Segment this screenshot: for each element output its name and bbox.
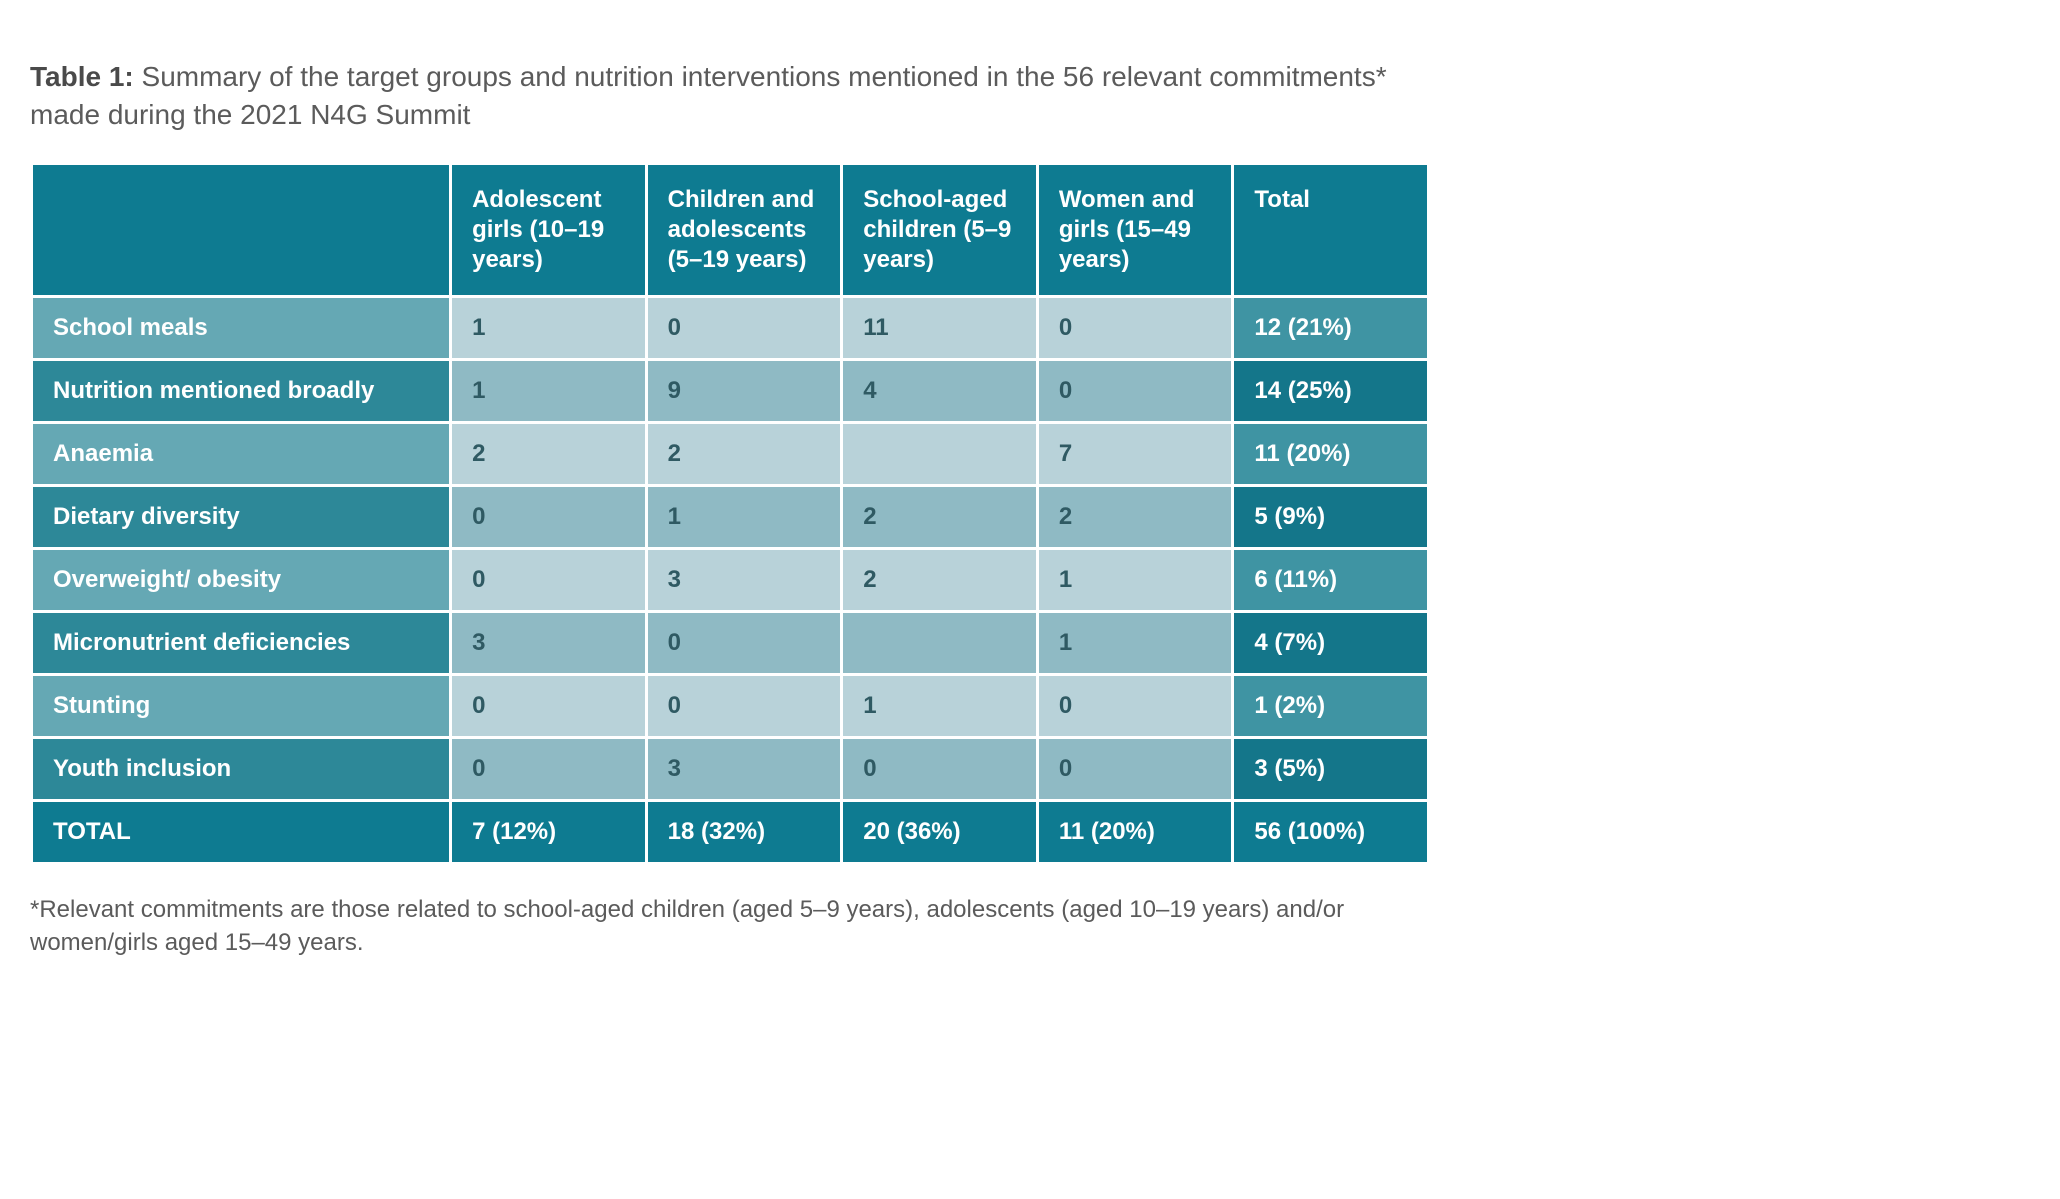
- table-cell: 0: [1037, 296, 1233, 359]
- table-caption-text: Summary of the target groups and nutriti…: [30, 61, 1387, 130]
- table-row: Stunting00101 (2%): [32, 674, 1429, 737]
- table-cell: 3: [646, 737, 842, 800]
- footer-cell: 7 (12%): [451, 800, 647, 863]
- table-caption: Table 1: Summary of the target groups an…: [30, 58, 1410, 134]
- row-total: 4 (7%): [1233, 611, 1429, 674]
- table-cell: 0: [646, 611, 842, 674]
- col-header: Children and adolescents (5–19 years): [646, 163, 842, 296]
- table-row: Dietary diversity01225 (9%): [32, 485, 1429, 548]
- row-total: 12 (21%): [1233, 296, 1429, 359]
- table-cell: 0: [451, 548, 647, 611]
- table-cell: 1: [1037, 548, 1233, 611]
- row-total: 1 (2%): [1233, 674, 1429, 737]
- row-total: 11 (20%): [1233, 422, 1429, 485]
- table-row: Nutrition mentioned broadly194014 (25%): [32, 359, 1429, 422]
- table-cell: 1: [1037, 611, 1233, 674]
- row-label: Nutrition mentioned broadly: [32, 359, 451, 422]
- table-cell: 2: [1037, 485, 1233, 548]
- table-footer-row: TOTAL 7 (12%) 18 (32%) 20 (36%) 11 (20%)…: [32, 800, 1429, 863]
- table-cell: 0: [646, 296, 842, 359]
- row-label: Overweight/ obesity: [32, 548, 451, 611]
- table-cell: 2: [842, 548, 1038, 611]
- row-total: 3 (5%): [1233, 737, 1429, 800]
- table-cell: 0: [1037, 674, 1233, 737]
- table-cell: 1: [451, 359, 647, 422]
- table-cell: 7: [1037, 422, 1233, 485]
- table-cell: 0: [451, 674, 647, 737]
- row-label: Anaemia: [32, 422, 451, 485]
- table-caption-label: Table 1:: [30, 61, 134, 92]
- table-cell: 4: [842, 359, 1038, 422]
- table-cell: 2: [646, 422, 842, 485]
- table-cell: 0: [1037, 737, 1233, 800]
- table-cell: 2: [451, 422, 647, 485]
- row-label: Micronutrient deficiencies: [32, 611, 451, 674]
- row-label: School meals: [32, 296, 451, 359]
- table-cell: 0: [1037, 359, 1233, 422]
- table-cell: 1: [646, 485, 842, 548]
- table-cell: 0: [451, 737, 647, 800]
- table-cell: 1: [451, 296, 647, 359]
- col-header: School-aged children (5–9 years): [842, 163, 1038, 296]
- table-row: School meals1011012 (21%): [32, 296, 1429, 359]
- table-footnote: *Relevant commitments are those related …: [30, 893, 1410, 960]
- table-cell: 3: [451, 611, 647, 674]
- table-cell: 0: [842, 737, 1038, 800]
- table-cell: 3: [646, 548, 842, 611]
- table-cell: 0: [646, 674, 842, 737]
- row-total: 6 (11%): [1233, 548, 1429, 611]
- table-row: Youth inclusion03003 (5%): [32, 737, 1429, 800]
- table-cell: 9: [646, 359, 842, 422]
- table-row: Micronutrient deficiencies30 14 (7%): [32, 611, 1429, 674]
- col-header: Adolescent girls (10–19 years): [451, 163, 647, 296]
- col-header: Total: [1233, 163, 1429, 296]
- table-row: Overweight/ obesity03216 (11%): [32, 548, 1429, 611]
- row-label: Dietary diversity: [32, 485, 451, 548]
- row-label: Youth inclusion: [32, 737, 451, 800]
- table-cell: [842, 422, 1038, 485]
- table-cell: [842, 611, 1038, 674]
- footer-cell: 11 (20%): [1037, 800, 1233, 863]
- row-label: Stunting: [32, 674, 451, 737]
- table-corner-cell: [32, 163, 451, 296]
- table-cell: 1: [842, 674, 1038, 737]
- col-header: Women and girls (15–49 years): [1037, 163, 1233, 296]
- footer-cell: 20 (36%): [842, 800, 1038, 863]
- table-row: Anaemia22711 (20%): [32, 422, 1429, 485]
- footer-cell: 56 (100%): [1233, 800, 1429, 863]
- table-header-row: Adolescent girls (10–19 years) Children …: [32, 163, 1429, 296]
- row-total: 14 (25%): [1233, 359, 1429, 422]
- summary-table: Adolescent girls (10–19 years) Children …: [30, 162, 1430, 865]
- footer-cell: 18 (32%): [646, 800, 842, 863]
- table-cell: 0: [451, 485, 647, 548]
- row-total: 5 (9%): [1233, 485, 1429, 548]
- table-cell: 2: [842, 485, 1038, 548]
- table-body: School meals1011012 (21%)Nutrition menti…: [32, 296, 1429, 800]
- table-cell: 11: [842, 296, 1038, 359]
- footer-label: TOTAL: [32, 800, 451, 863]
